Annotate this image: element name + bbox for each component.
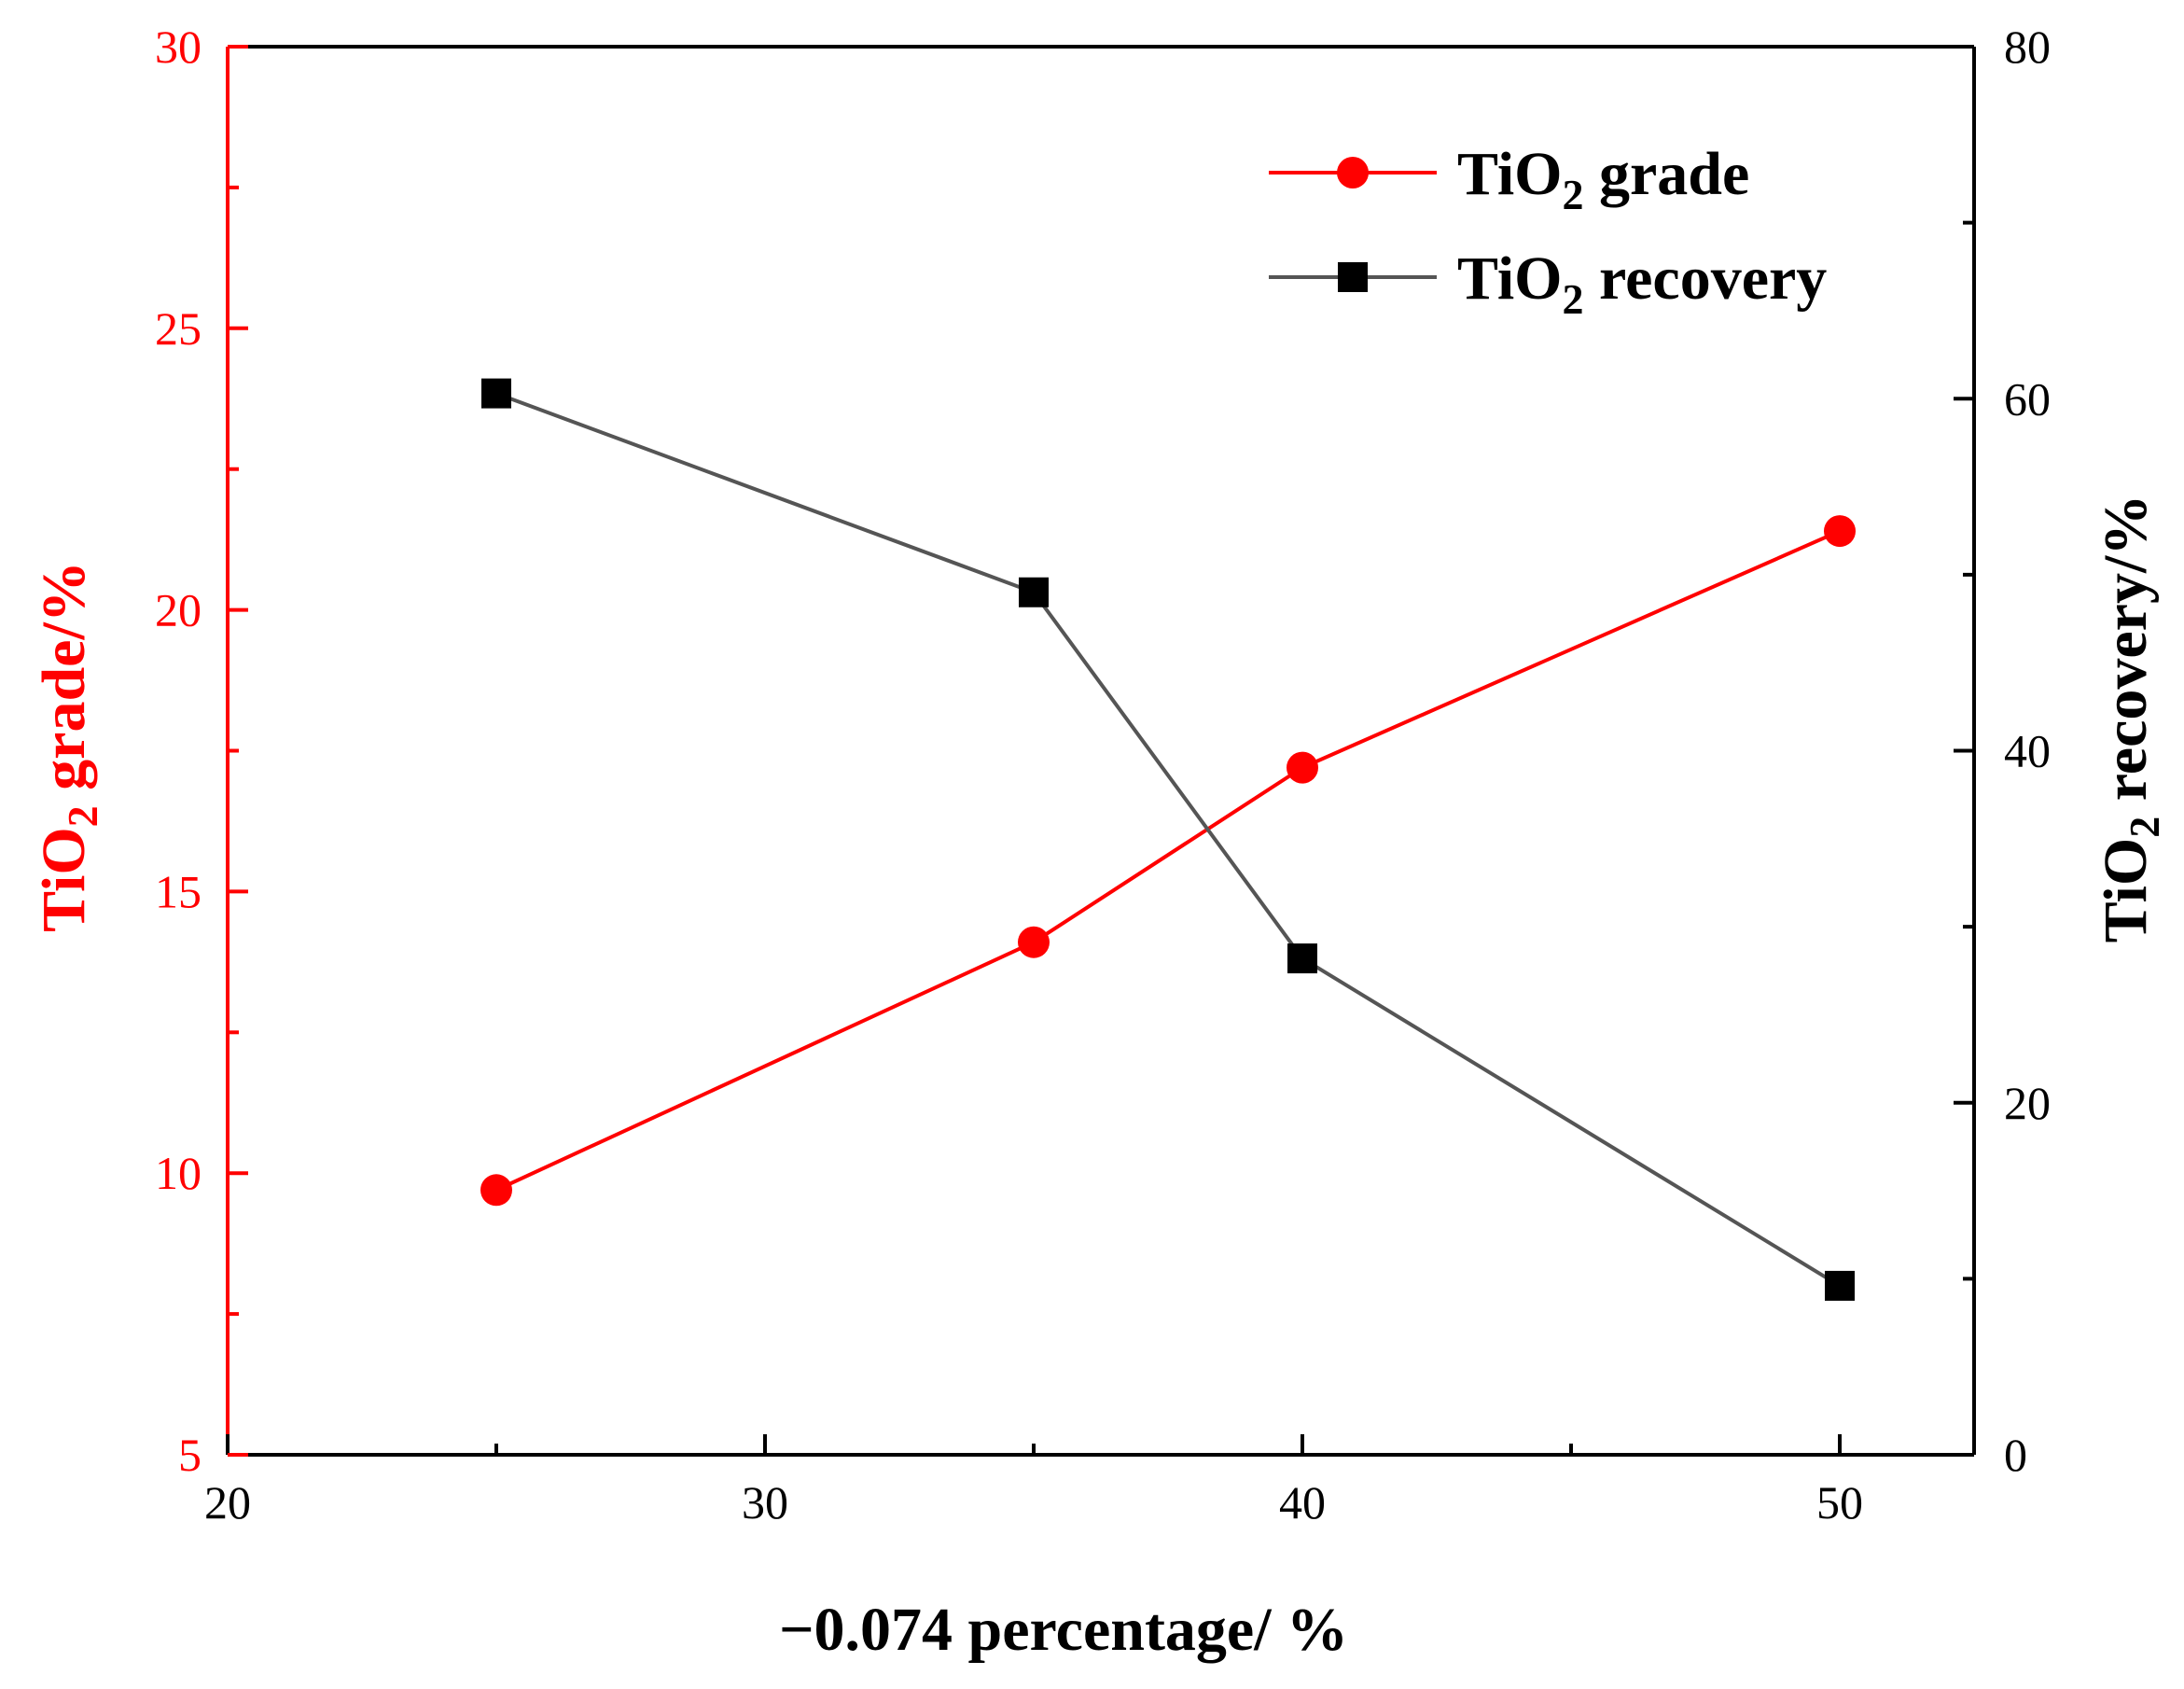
x-tick-label-50: 50 [1816, 1476, 1863, 1528]
right-y-tick-label-40: 40 [2004, 725, 2051, 777]
right-y-tick-label-80: 80 [2004, 21, 2051, 73]
x-tick-label-40: 40 [1279, 1476, 1326, 1528]
grade-point-25 [480, 1174, 512, 1207]
legend-recovery-label-subscript: 2 [1563, 275, 1584, 323]
legend-grade-marker [1337, 157, 1369, 188]
x-tick-label-20: 20 [204, 1476, 251, 1528]
series-markers [480, 378, 1856, 1301]
right-y-axis-title: TiO2 recovery/% [2092, 495, 2168, 943]
left-y-tick-label-10: 10 [155, 1147, 202, 1199]
x-tick-label-30: 30 [742, 1476, 788, 1528]
x-axis-ticks: 20 30 40 50 [204, 1434, 1863, 1528]
left-y-axis-ticks: 5 10 15 20 25 30 [155, 21, 248, 1481]
grade-point-50 [1824, 515, 1856, 548]
legend-grade-label-suffix: grade [1584, 140, 1750, 208]
legend-recovery-label-prefix: TiO [1457, 244, 1563, 313]
left-y-axis-title-subscript: 2 [59, 805, 106, 827]
left-y-tick-label-15: 15 [155, 865, 202, 917]
legend-recovery-marker [1338, 262, 1368, 292]
left-y-axis-title-prefix: TiO [30, 827, 98, 932]
legend-grade-label-prefix: TiO [1457, 140, 1563, 208]
left-y-tick-label-5: 5 [178, 1429, 202, 1481]
legend-recovery-label: TiO2 recovery [1457, 244, 1827, 323]
recovery-point-50 [1825, 1270, 1855, 1301]
right-y-axis-title-prefix: TiO [2092, 838, 2160, 943]
left-y-axis-title-suffix: grade/% [30, 561, 98, 805]
legend-grade-label: TiO2 grade [1457, 140, 1749, 218]
recovery-series-line [495, 391, 1842, 1288]
recovery-point-40 [1287, 943, 1317, 974]
right-y-tick-label-20: 20 [2004, 1077, 2051, 1129]
grade-point-35 [1018, 926, 1050, 958]
grade-point-40 [1287, 751, 1318, 784]
legend-grade-label-subscript: 2 [1563, 171, 1584, 218]
right-y-axis-title-subscript: 2 [2121, 817, 2168, 838]
series-lines [495, 391, 1842, 1288]
left-y-axis-title: TiO2 grade/% [30, 561, 106, 932]
right-y-axis-title-suffix: recovery/% [2092, 495, 2160, 817]
recovery-point-35 [1019, 577, 1049, 607]
right-y-axis-ticks: 0 20 40 60 80 [1954, 21, 2051, 1481]
right-y-tick-label-60: 60 [2004, 372, 2051, 425]
left-y-tick-label-20: 20 [155, 584, 202, 636]
legend: TiO2 grade TiO2 recovery [1269, 140, 1827, 323]
right-y-tick-label-0: 0 [2004, 1429, 2027, 1481]
left-y-tick-label-25: 25 [155, 302, 202, 355]
legend-recovery-label-suffix: recovery [1584, 244, 1828, 313]
left-y-tick-label-30: 30 [155, 21, 202, 73]
grade-series-line [495, 529, 1841, 1193]
recovery-point-25 [481, 378, 511, 409]
x-axis-title: −0.074 percentage/ % [779, 1596, 1348, 1664]
